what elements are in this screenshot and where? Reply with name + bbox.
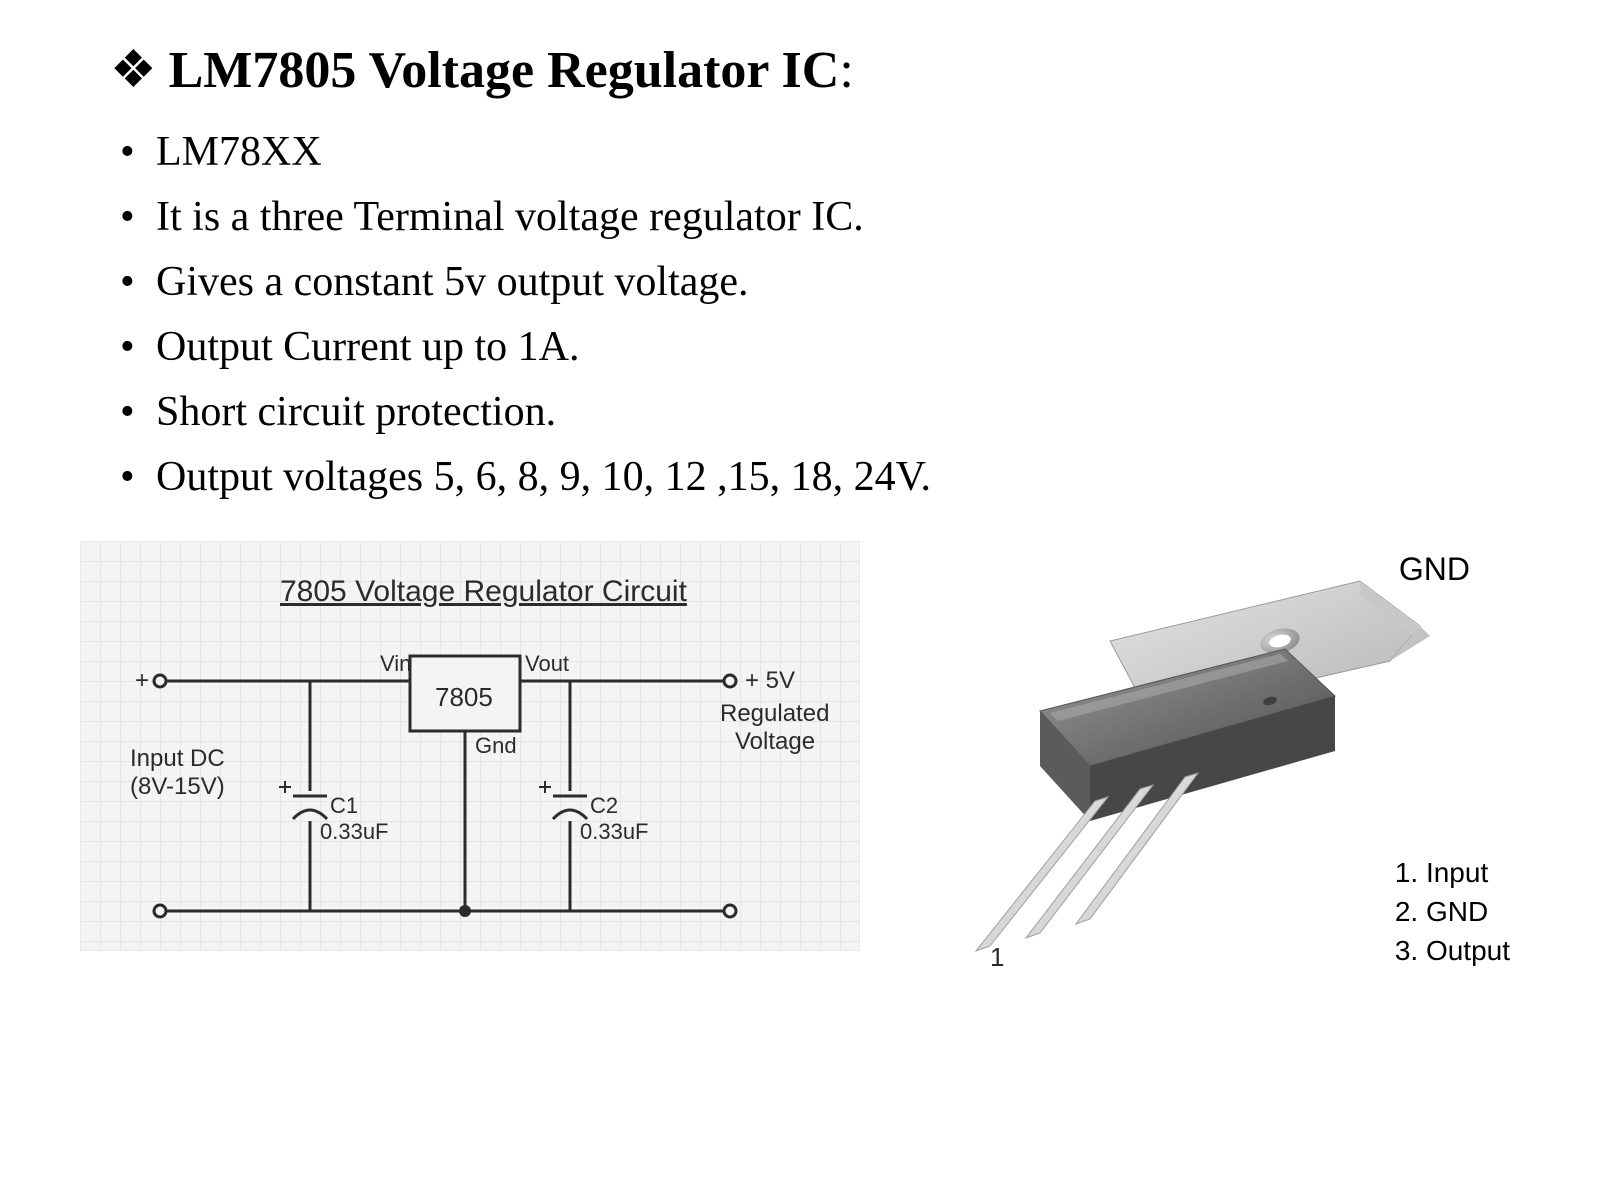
pin-item: 3. Output (1395, 931, 1510, 970)
c1-name: C1 (330, 793, 358, 818)
page-title: ❖LM7805 Voltage Regulator IC: (110, 40, 1520, 100)
out-label-3: Voltage (735, 728, 815, 755)
pin-vout: Vout (525, 651, 569, 676)
pin-marker: 1 (990, 942, 1004, 971)
pin-item: 2. GND (1395, 892, 1510, 931)
title-suffix: : (839, 42, 853, 99)
list-item: Gives a constant 5v output voltage. (110, 250, 1520, 315)
list-item: Output voltages 5, 6, 8, 9, 10, 12 ,15, … (110, 445, 1520, 510)
c2-val: 0.33uF (580, 819, 649, 844)
bullet-list: LM78XX It is a three Terminal voltage re… (110, 120, 1520, 511)
circuit-diagram: 7805 Voltage Regulator Circuit (80, 541, 860, 951)
package-diagram: GND (890, 541, 1510, 971)
out-label-2: Regulated (720, 700, 829, 727)
circuit-title: 7805 Voltage Regulator Circuit (280, 575, 688, 608)
chip-label: 7805 (435, 682, 493, 712)
c1-val: 0.33uF (320, 819, 389, 844)
pin-gnd: Gnd (475, 733, 517, 758)
title-symbol: ❖ (110, 41, 157, 99)
list-item: LM78XX (110, 120, 1520, 185)
pin-item: 1. Input (1395, 853, 1510, 892)
list-item: It is a three Terminal voltage regulator… (110, 185, 1520, 250)
out-label-1: + 5V (745, 667, 795, 694)
title-bold: LM7805 Voltage Regulator IC (169, 42, 840, 99)
in-label-2: (8V-15V) (130, 773, 225, 800)
pin-vin: Vin (380, 651, 411, 676)
plus-in: + (135, 667, 149, 694)
gnd-label: GND (1399, 551, 1470, 588)
pin-list: 1. Input 2. GND 3. Output (1395, 853, 1510, 971)
list-item: Short circuit protection. (110, 380, 1520, 445)
in-label-1: Input DC (130, 745, 225, 772)
list-item: Output Current up to 1A. (110, 315, 1520, 380)
c2-name: C2 (590, 793, 618, 818)
